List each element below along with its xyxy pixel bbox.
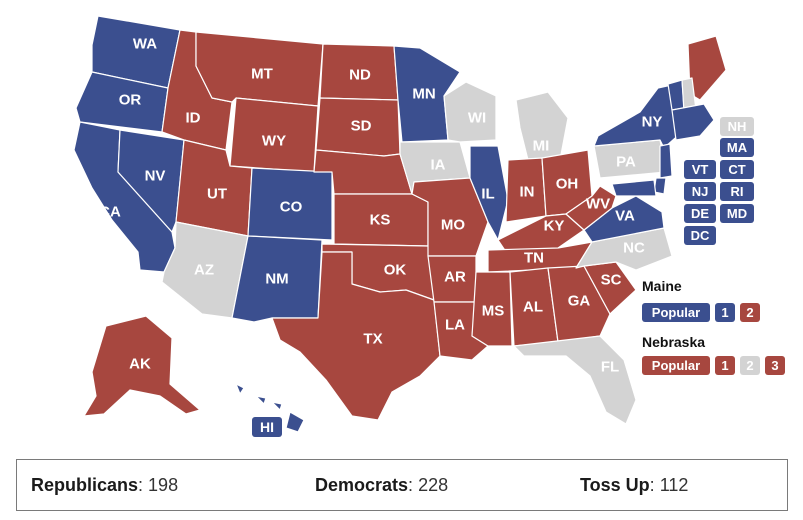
tossup-label: Toss Up — [580, 475, 650, 495]
chip-ma[interactable]: MA — [720, 138, 754, 157]
nebraska-chip-2[interactable]: 2 — [740, 356, 760, 375]
democrats-total: Democrats: 228 — [315, 475, 449, 495]
democrats-value: 228 — [418, 475, 449, 495]
chip-nj[interactable]: NJ — [684, 182, 716, 201]
tossup-value: 112 — [659, 475, 689, 495]
state-ny[interactable] — [593, 83, 683, 149]
state-ms[interactable] — [471, 271, 513, 347]
maine-chip-1[interactable]: 1 — [715, 303, 735, 322]
nebraska-chip-3[interactable]: 3 — [765, 356, 785, 375]
state-in[interactable] — [505, 157, 547, 223]
state-nv[interactable] — [117, 129, 185, 233]
chip-md[interactable]: MD — [720, 204, 754, 223]
state-co[interactable] — [247, 167, 333, 241]
republicans-label: Republicans — [31, 475, 139, 495]
state-ar[interactable] — [427, 255, 477, 303]
hi-label-chip[interactable]: HI — [252, 417, 282, 437]
chip-vt[interactable]: VT — [684, 160, 716, 179]
republicans-value: 198 — [148, 475, 179, 495]
chip-nh[interactable]: NH — [720, 117, 754, 136]
state-nj-map[interactable] — [659, 143, 673, 179]
nebraska-chip-1[interactable]: 1 — [715, 356, 735, 375]
state-hi[interactable] — [235, 383, 305, 433]
state-mo[interactable] — [411, 177, 489, 257]
state-nm[interactable] — [231, 235, 323, 323]
state-nd[interactable] — [319, 43, 399, 101]
tossup-total: Toss Up: 112 — [580, 475, 689, 495]
us-electoral-map: WAORCANVIDMTWYUTCOAZNMNDSDKSOKTXMNIAMOAR… — [73, 15, 727, 437]
state-ak[interactable] — [83, 315, 201, 417]
maine-chip-2[interactable]: 2 — [740, 303, 760, 322]
maine-title: Maine — [642, 278, 682, 294]
state-wi[interactable] — [443, 81, 497, 143]
state-or[interactable] — [75, 71, 169, 133]
state-mi[interactable] — [515, 91, 569, 161]
state-pa[interactable] — [593, 139, 667, 179]
state-mt[interactable] — [195, 31, 324, 107]
totals-bar: Republicans: 198 Democrats: 228 Toss Up:… — [16, 459, 788, 511]
chip-ct[interactable]: CT — [720, 160, 754, 179]
nebraska-chip-popular[interactable]: Popular — [642, 356, 710, 375]
state-md-map[interactable] — [611, 179, 657, 197]
republicans-total: Republicans: 198 — [31, 475, 179, 495]
maine-chip-popular[interactable]: Popular — [642, 303, 710, 322]
nebraska-title: Nebraska — [642, 334, 706, 350]
democrats-label: Democrats — [315, 475, 409, 495]
state-ks[interactable] — [333, 193, 429, 247]
state-sd[interactable] — [315, 97, 401, 157]
chip-ri[interactable]: RI — [720, 182, 754, 201]
chip-de[interactable]: DE — [684, 204, 716, 223]
state-wy[interactable] — [229, 97, 319, 173]
chip-dc[interactable]: DC — [684, 226, 716, 245]
state-tx[interactable] — [271, 251, 441, 421]
state-fl[interactable] — [513, 335, 637, 425]
state-ne-states[interactable] — [671, 103, 715, 141]
